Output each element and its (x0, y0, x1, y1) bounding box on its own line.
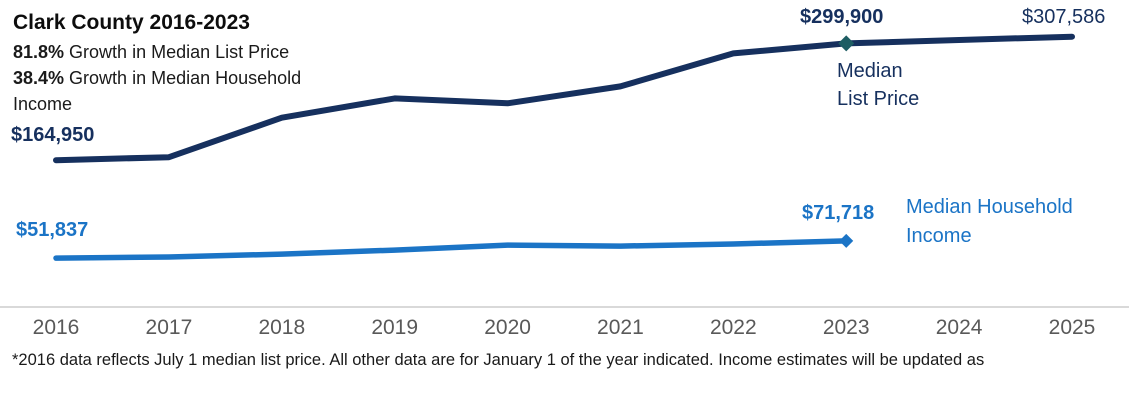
x-axis-line (0, 306, 1129, 308)
median-household-income-series-label: Median Household Income (906, 196, 1073, 247)
diamond-marker-median-household-income (839, 233, 854, 248)
growth-list-price-pct: 81.8% (13, 42, 65, 62)
x-axis-label: 2020 (484, 316, 531, 339)
x-axis-label: 2024 (935, 316, 983, 339)
growth-income-pct: 38.4% (13, 68, 65, 88)
subtitle-line-1: 81.8% Growth in Median List Price (13, 39, 349, 65)
list-price-2016-value-label: $164,950 (11, 124, 95, 146)
x-axis-label: 2017 (145, 316, 193, 339)
x-axis-label: 2021 (597, 316, 644, 339)
growth-list-price-text: Growth in Median List Price (64, 42, 290, 62)
list-price-2023-value-label: $299,900 (800, 6, 884, 28)
income-2023-value-label: $71,718 (802, 202, 875, 224)
x-axis-label: 2016 (32, 316, 80, 339)
x-axis-label: 2022 (709, 316, 757, 339)
x-axis-label: 2025 (1048, 316, 1096, 339)
x-axis-label: 2019 (371, 316, 419, 339)
chart-line-median-list-price (53, 33, 1075, 164)
title-block: Clark County 2016-2023 81.8% Growth in M… (13, 9, 349, 117)
growth-income-text: Growth in Median Household Income (13, 68, 302, 114)
x-axis-labels: 2016 2017 2018 2019 2020 2021 2022 2023 2024 2025 (0, 316, 1129, 344)
subtitle-line-2: 38.4% Growth in Median Household Income (13, 65, 349, 117)
list-price-2025-value-label: $307,586 (1022, 6, 1106, 28)
diamond-marker-median-list-price (838, 35, 855, 52)
income-2016-value-label: $51,837 (16, 219, 89, 241)
footnote: *2016 data reflects July 1 median list p… (12, 351, 985, 369)
median-list-price-series-label: Median List Price (837, 60, 920, 110)
x-axis-label: 2018 (258, 316, 306, 339)
page-title: Clark County 2016-2023 (13, 11, 250, 34)
x-axis-label: 2023 (822, 316, 870, 339)
chart-line-median-household-income (53, 238, 849, 261)
